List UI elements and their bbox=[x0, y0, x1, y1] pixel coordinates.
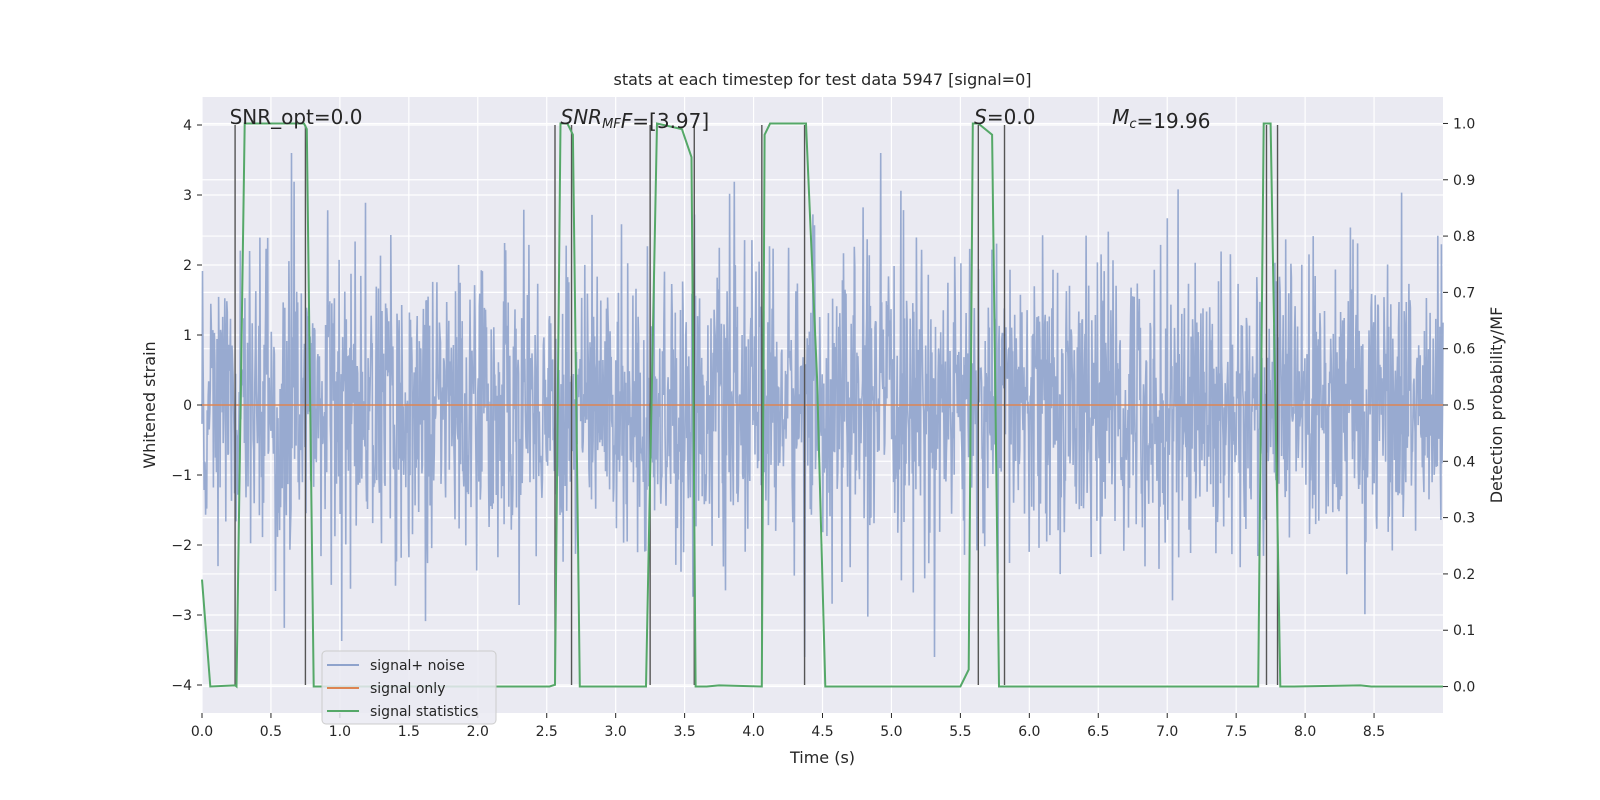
y2-tick-label: 0.3 bbox=[1453, 511, 1475, 527]
y-tick-label: 4 bbox=[183, 118, 192, 134]
y2-axis-title: Detection probability/MF bbox=[1487, 307, 1506, 504]
y-tick-label: −4 bbox=[171, 678, 192, 694]
y2-tick-label: 1.0 bbox=[1453, 116, 1475, 132]
x-tick-label: 0.0 bbox=[191, 724, 213, 740]
legend-label: signal only bbox=[370, 681, 445, 697]
annotation-part: M bbox=[1112, 105, 1129, 129]
annotation-part: SNR bbox=[561, 105, 603, 129]
series-signal-noise bbox=[201, 152, 1444, 658]
annotation-part: SNR_opt=0.0 bbox=[230, 105, 363, 129]
x-tick-label: 8.0 bbox=[1294, 724, 1316, 740]
axes: 0.0 0.5 1.0 1.5 2.0 2.5 3.0 3.5 4.0 4.5 5.0 5.5 6.0 6… bbox=[171, 116, 1475, 740]
x-axis-title: Time (s) bbox=[789, 748, 855, 767]
y2-tick-label: 0.9 bbox=[1453, 173, 1475, 189]
annotation-part: S bbox=[974, 105, 987, 129]
annotation-part: =0.0 bbox=[987, 105, 1036, 129]
y-tick-label: 1 bbox=[183, 328, 192, 344]
x-tick-label: 3.5 bbox=[673, 724, 695, 740]
y-tick-label: −3 bbox=[171, 608, 192, 624]
signal-noise-line bbox=[201, 152, 1444, 658]
x-tick-label: 2.5 bbox=[536, 724, 558, 740]
chart-title: stats at each timestep for test data 594… bbox=[613, 70, 1031, 89]
y2-tick-label: 0.7 bbox=[1453, 285, 1475, 301]
legend-label: signal+ noise bbox=[370, 658, 465, 674]
y-tick-label: 3 bbox=[183, 188, 192, 204]
annotation: S=0.0 bbox=[974, 105, 1035, 129]
y-axis-title: Whitened strain bbox=[140, 341, 159, 468]
annotation: SNRMFF=[3.97] bbox=[561, 105, 710, 133]
annotations: SNR_opt=0.0 SNRMFF=[3.97] S=0.0 Mc=19.96 bbox=[230, 105, 1211, 133]
annotation-part: MF bbox=[602, 117, 621, 132]
y-tick-label: −2 bbox=[171, 538, 192, 554]
y2-tick-label: 0.1 bbox=[1453, 623, 1475, 639]
x-tick-label: 6.5 bbox=[1087, 724, 1109, 740]
x-tick-label: 0.5 bbox=[260, 724, 282, 740]
y2-tick-label: 0.5 bbox=[1453, 398, 1475, 414]
annotation-part: =19.96 bbox=[1136, 109, 1210, 133]
y-tick-label: 0 bbox=[183, 398, 192, 414]
x-tick-label: 7.0 bbox=[1156, 724, 1178, 740]
legend: signal+ noise signal only signal statistic… bbox=[321, 650, 497, 725]
annotation: Mc=19.96 bbox=[1112, 105, 1210, 133]
annotation-part: F bbox=[621, 109, 633, 133]
legend-box bbox=[321, 650, 497, 725]
legend-label: signal statistics bbox=[370, 704, 478, 720]
x-tick-label: 1.5 bbox=[398, 724, 420, 740]
x-tick-label: 5.0 bbox=[880, 724, 902, 740]
x-tick-label: 5.5 bbox=[949, 724, 971, 740]
y-tick-label: 2 bbox=[183, 258, 192, 274]
x-tick-label: 7.5 bbox=[1225, 724, 1247, 740]
x-tick-label: 1.0 bbox=[329, 724, 351, 740]
y2-tick-label: 0.8 bbox=[1453, 229, 1475, 245]
x-tick-label: 2.0 bbox=[467, 724, 489, 740]
x-tick-label: 8.5 bbox=[1363, 724, 1385, 740]
annotation: SNR_opt=0.0 bbox=[230, 105, 363, 129]
y2-tick-label: 0.0 bbox=[1453, 680, 1475, 696]
x-tick-label: 3.0 bbox=[605, 724, 627, 740]
y2-tick-label: 0.4 bbox=[1453, 454, 1475, 470]
y-tick-label: −1 bbox=[171, 468, 192, 484]
y2-tick-label: 0.2 bbox=[1453, 567, 1475, 583]
y2-tick-label: 0.6 bbox=[1453, 342, 1475, 358]
annotation-part: c bbox=[1129, 117, 1136, 132]
x-tick-label: 6.0 bbox=[1018, 724, 1040, 740]
annotation-part: =[3.97] bbox=[632, 109, 709, 133]
x-tick-label: 4.5 bbox=[811, 724, 833, 740]
x-tick-label: 4.0 bbox=[742, 724, 764, 740]
